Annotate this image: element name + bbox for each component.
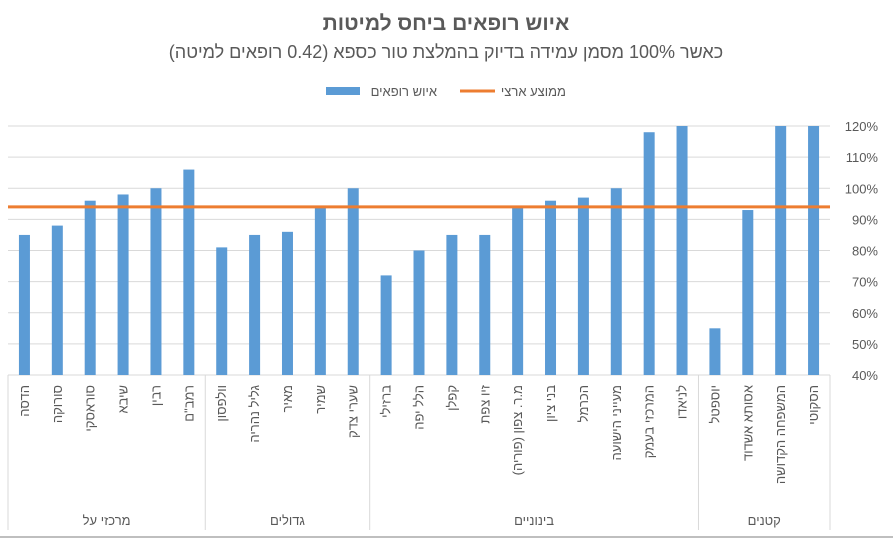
- category-label: הדסה: [17, 385, 32, 417]
- category-label: אסותא אשדוד: [740, 385, 755, 461]
- category-label: לניאדו: [675, 385, 690, 419]
- bar: [577, 197, 589, 375]
- category-label: שמיר: [313, 385, 328, 414]
- category-label: מ.ר. צפון (פוריה): [510, 385, 525, 475]
- bar: [545, 200, 557, 375]
- bar: [808, 126, 820, 375]
- y-tick-label: 120%: [845, 119, 879, 134]
- legend-label-bars: איוש רופאים: [371, 84, 437, 99]
- category-label: סוראסקי: [83, 385, 98, 432]
- y-tick-label: 40%: [852, 368, 878, 383]
- bar: [479, 234, 491, 375]
- y-tick-label: 50%: [852, 337, 878, 352]
- y-tick-label: 90%: [852, 212, 878, 227]
- bar: [446, 234, 458, 375]
- group-label: בינוניים: [514, 513, 554, 528]
- bar: [775, 126, 787, 375]
- category-label: גליל נהריה: [247, 385, 262, 443]
- bar: [314, 206, 326, 375]
- category-label: בני ציון: [543, 385, 558, 422]
- bar: [512, 206, 524, 375]
- legend: ממוצע ארצי איוש רופאים: [326, 84, 566, 99]
- category-label: קפלן: [444, 385, 459, 411]
- y-tick-label: 110%: [846, 150, 879, 165]
- chart-subtitle: כאשר 100% מסמן עמידה בדיוק בהמלצת טור כס…: [169, 42, 723, 62]
- category-label: מעייני הישועה: [609, 385, 624, 460]
- group-label: קטנים: [748, 513, 781, 528]
- y-tick-label: 70%: [852, 275, 878, 290]
- category-label: המשפחה הקדושה: [773, 385, 788, 484]
- category-label: יוספטל: [707, 385, 722, 423]
- y-tick-label: 100%: [845, 181, 879, 196]
- category-label: הסקוטי: [806, 385, 821, 425]
- bar: [643, 132, 655, 375]
- bar: [347, 188, 359, 375]
- bar: [709, 328, 721, 375]
- category-label: ברזילי: [379, 385, 394, 418]
- category-label: רמב"ם: [181, 385, 196, 422]
- bar: [249, 234, 261, 375]
- category-label: הלל יפה: [412, 385, 427, 430]
- category-label: שיבא: [116, 385, 131, 414]
- bar: [380, 275, 392, 375]
- bar: [84, 200, 96, 375]
- bar: [51, 225, 63, 375]
- category-label: שערי צדק: [346, 385, 361, 438]
- bar: [117, 194, 129, 375]
- bar: [610, 188, 622, 375]
- bar: [150, 188, 162, 375]
- bar: [216, 247, 228, 375]
- bar: [413, 250, 425, 375]
- category-label: וולפסון: [214, 385, 229, 422]
- bar: [183, 169, 195, 375]
- group-label: מרכזי על: [83, 513, 131, 528]
- y-tick-label: 60%: [852, 306, 878, 321]
- category-label: המרכזי בעמק: [642, 385, 657, 458]
- bar: [676, 126, 688, 375]
- bar: [742, 210, 754, 375]
- chart-title: איוש רופאים ביחס למיטות: [323, 12, 570, 35]
- legend-label-average: ממוצע ארצי: [501, 84, 566, 99]
- category-label: זיו צפת: [477, 384, 492, 423]
- category-label: סורוקה: [50, 385, 65, 423]
- group-label: גדולים: [270, 513, 305, 528]
- category-label: מאיר: [280, 385, 295, 412]
- legend-swatch-bars: [326, 87, 360, 95]
- category-label: הכרמל: [576, 385, 591, 422]
- y-tick-label: 80%: [852, 244, 878, 259]
- bar: [18, 234, 30, 375]
- bar: [281, 231, 293, 375]
- category-label: רבין: [148, 385, 163, 406]
